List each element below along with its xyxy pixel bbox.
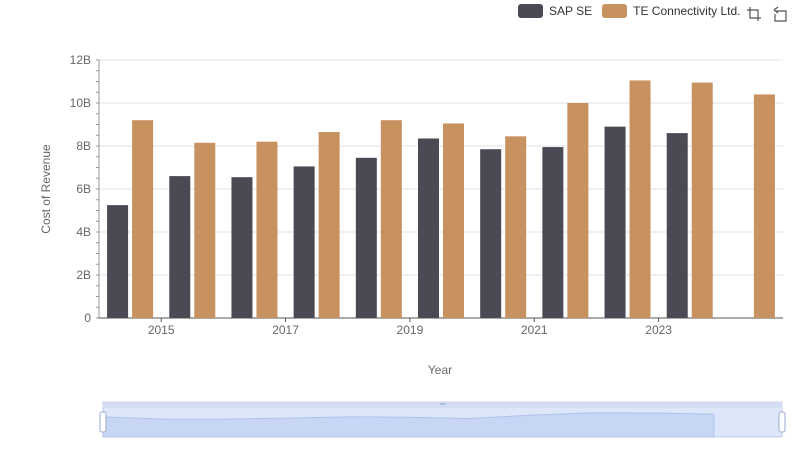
bar-sap[interactable] [604,126,626,319]
legend-swatch-te [602,4,628,18]
bar-sap[interactable] [293,166,315,318]
legend-label-te: TE Connectivity Ltd. [633,4,741,18]
bar-te[interactable] [380,120,402,318]
y-axis-title: Cost of Revenue [39,144,53,234]
bar-sap[interactable] [355,157,377,318]
bar-sap[interactable] [418,138,439,318]
x-tick-label: 2021 [521,323,548,337]
legend-label-sap: SAP SE [549,4,593,18]
bar-te[interactable] [443,123,464,318]
bar-sap[interactable] [107,205,129,318]
y-tick-label: 2B [76,268,91,282]
bar-sap[interactable] [480,149,502,318]
y-tick-label: 8B [76,139,91,153]
legend-swatch-sap [518,4,543,18]
legend-item-te[interactable]: TE Connectivity Ltd. [602,4,741,18]
y-tick-label: 10B [70,96,91,110]
bar-te[interactable] [753,94,775,319]
datazoom-handle-left[interactable] [99,411,107,433]
x-tick-label: 2023 [645,323,672,337]
legend-item-sap[interactable]: SAP SE [518,4,592,18]
datazoom-top-bar[interactable] [103,402,782,408]
x-tick-label: 2017 [272,323,299,337]
bar-te[interactable] [505,136,527,318]
y-tick-label: 0 [84,311,91,325]
bar-te[interactable] [132,120,154,318]
datazoom-preview-area [102,412,715,438]
bar-sap[interactable] [542,147,564,318]
x-tick-label: 2019 [397,323,424,337]
bar-sap[interactable] [231,177,253,318]
bar-sap[interactable] [666,133,688,318]
restore-icon[interactable] [772,6,788,22]
bar-sap[interactable] [169,176,191,318]
bar-te[interactable] [318,132,340,318]
y-tick-label: 4B [76,225,91,239]
bar-te[interactable] [629,80,651,318]
x-tick-label: 2015 [148,323,175,337]
bar-te[interactable] [567,103,589,318]
y-tick-label: 6B [76,182,91,196]
toolbox [746,6,788,22]
zoom-icon[interactable] [746,6,762,22]
x-axis-title: Year [428,363,452,377]
bar-te[interactable] [256,141,278,318]
bar-te[interactable] [194,142,216,318]
legend: SAP SE TE Connectivity Ltd. [518,4,745,18]
y-tick-label: 12B [70,53,91,67]
bar-te[interactable] [691,82,713,318]
datazoom-handle-right[interactable] [778,411,786,433]
